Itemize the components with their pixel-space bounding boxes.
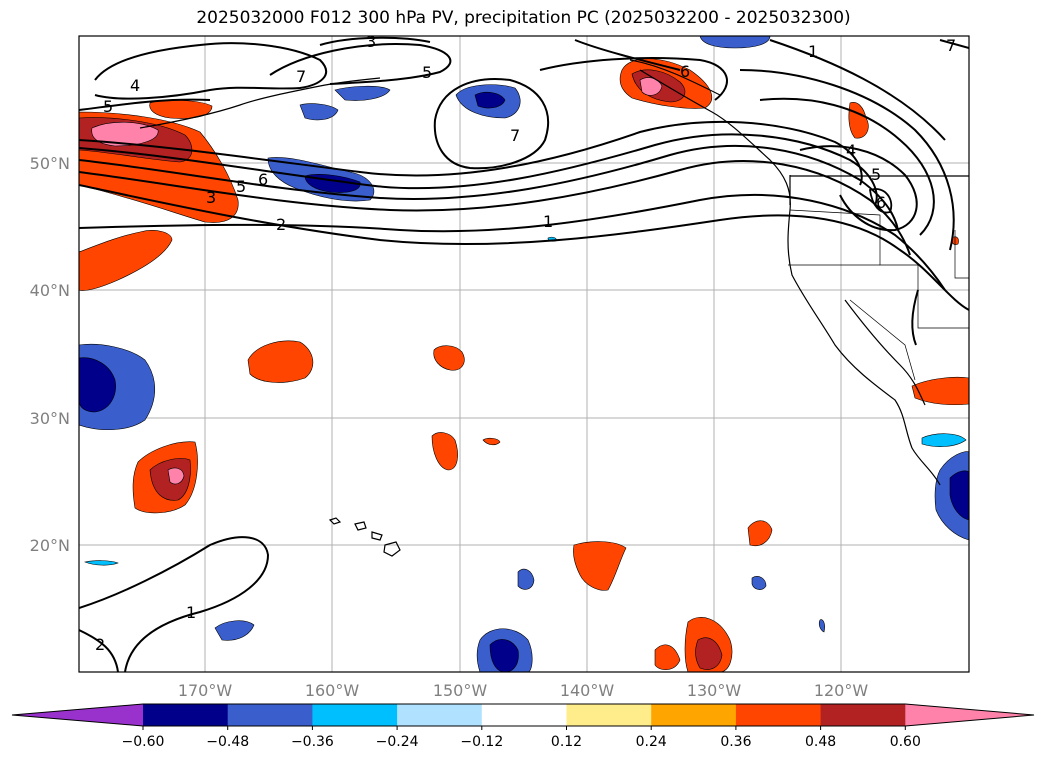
colorbar-segment: [397, 704, 483, 726]
contour-label: 5: [871, 165, 881, 184]
lon-label: 170°W: [178, 681, 233, 700]
contour-label: 1: [808, 42, 818, 61]
colorbar-tick-label: −0.12: [460, 734, 503, 750]
latitude-labels: 50°N 40°N 30°N 20°N: [30, 154, 70, 555]
contour-label: 4: [846, 141, 856, 160]
lat-label: 40°N: [30, 281, 70, 300]
colorbar-tick-label: 0.12: [551, 734, 582, 750]
contour-label: 6: [680, 62, 690, 81]
lon-label: 160°W: [305, 681, 360, 700]
contour-label: 2: [276, 215, 286, 234]
colorbar-tick-label: −0.24: [376, 734, 419, 750]
lat-label: 50°N: [30, 154, 70, 173]
lon-label: 150°W: [433, 681, 488, 700]
contour-label: 5: [422, 63, 432, 82]
contour-label: 3: [206, 188, 216, 207]
contour-label: 5: [103, 97, 113, 116]
contour-labels: 4 5 5 3 6 2 1 1 2 7 7 6 4 5 6 3 5 1 7: [95, 32, 956, 654]
contour-label: 1: [543, 212, 553, 231]
coastlines: [139, 59, 969, 557]
map-frame: [78, 35, 970, 673]
colorbar-segment: [820, 704, 906, 726]
colorbar-tick-label: −0.36: [291, 734, 334, 750]
colorbar-segment: [735, 704, 822, 726]
lon-label: 120°W: [814, 681, 869, 700]
longitude-labels: 170°W 160°W 150°W 140°W 130°W 120°W: [178, 681, 869, 700]
colorbar-extend-high: [905, 704, 1034, 726]
colorbar-tick-label: 0.36: [720, 734, 751, 750]
colorbar-tick-label: 0.24: [636, 734, 667, 750]
contour-label: 7: [296, 67, 306, 86]
map-plot-area: 4 5 5 3 6 2 1 1 2 7 7 6 4 5 6 3 5 1 7: [79, 32, 969, 672]
colorbar-tick-label: 0.48: [805, 734, 836, 750]
map-title: 2025032000 F012 300 hPa PV, precipitatio…: [196, 8, 851, 28]
contour-label: 1: [186, 603, 196, 622]
contour-label: 5: [236, 177, 246, 196]
colorbar-tick-label: 0.60: [890, 734, 921, 750]
contour-label: 6: [258, 170, 268, 189]
lat-label: 30°N: [30, 409, 70, 428]
colorbar-segment: [312, 704, 398, 726]
pv-contours: [79, 36, 969, 672]
colorbar-extend-low: [12, 704, 143, 726]
colorbar-segment: [651, 704, 737, 726]
contour-label: 6: [876, 193, 886, 212]
contour-label: 2: [95, 635, 105, 654]
colorbar-segment: [143, 704, 229, 726]
colorbar-segment: [227, 704, 313, 726]
lat-label: 20°N: [30, 536, 70, 555]
colorbar-tick-label: −0.60: [122, 734, 165, 750]
contour-label: 4: [130, 76, 140, 95]
colorbar: −0.60 −0.48 −0.36 −0.24 −0.12 0.12 0.24 0.36 0.4…: [11, 703, 1035, 750]
precip-negative-regions: [79, 36, 969, 672]
contour-label: 7: [946, 36, 956, 55]
colorbar-tick-label: −0.48: [206, 734, 249, 750]
lon-label: 140°W: [560, 681, 615, 700]
lon-label: 130°W: [687, 681, 742, 700]
contour-label: 3: [366, 32, 376, 51]
contour-label: 7: [510, 126, 520, 145]
colorbar-segment: [481, 704, 567, 726]
colorbar-segment: [566, 704, 652, 726]
